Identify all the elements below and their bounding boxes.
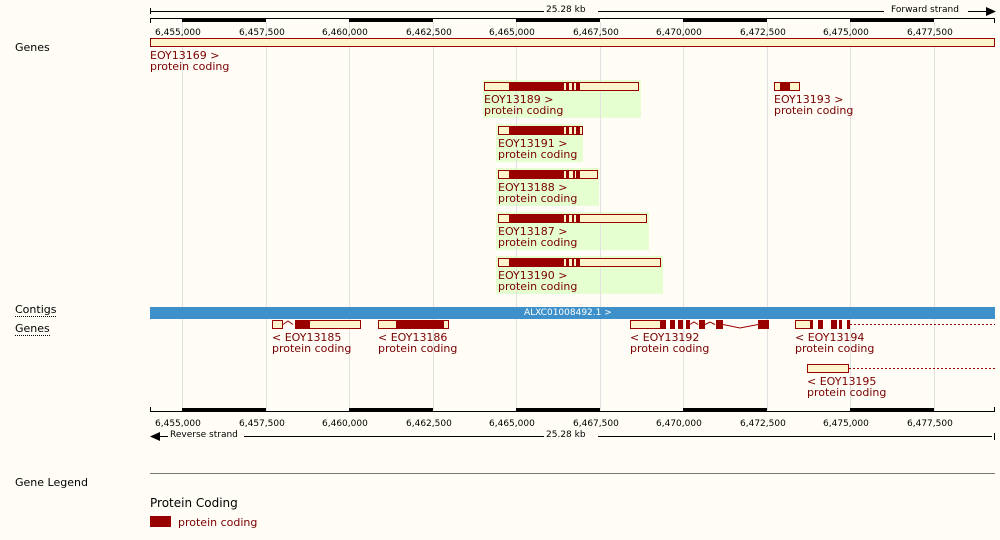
gene-eoy13188[interactable]: [498, 170, 598, 179]
tick-label: 6,465,000: [489, 28, 535, 38]
tick-label: 6,475,000: [823, 419, 869, 429]
gene-label-eoy13185[interactable]: < EOY13185 protein coding: [272, 332, 351, 354]
forward-arrow-icon: [986, 7, 996, 16]
track-label-contigs[interactable]: Contigs: [15, 303, 57, 317]
legend-swatch: [150, 516, 171, 527]
gene-label-eoy13186[interactable]: < EOY13186 protein coding: [378, 332, 457, 354]
top-length-label: 25.28 kb: [546, 5, 586, 15]
gene-biotype: protein coding: [795, 342, 875, 355]
top-ruler: [150, 18, 995, 23]
gene-biotype: protein coding: [484, 104, 564, 117]
tick-label: 6,472,500: [740, 419, 786, 429]
contig-bar[interactable]: [150, 307, 995, 319]
tick-label: 6,457,500: [239, 419, 285, 429]
tick-label: 6,460,000: [322, 28, 368, 38]
tick-label: 6,467,500: [573, 28, 619, 38]
gene-biotype: protein coding: [630, 342, 710, 355]
tick-label: 6,457,500: [239, 28, 285, 38]
gene-eoy13189[interactable]: [484, 82, 639, 91]
gene-name: EOY13189 >: [484, 93, 554, 106]
gene-name: EOY13193 >: [774, 93, 844, 106]
track-label-gene-legend: Gene Legend: [15, 476, 88, 489]
gene-label-eoy13187[interactable]: EOY13187 > protein coding: [498, 226, 577, 248]
tick-label: 6,477,500: [907, 28, 953, 38]
gene-label-eoy13192[interactable]: < EOY13192 protein coding: [630, 332, 709, 354]
tick-label: 6,455,000: [155, 28, 201, 38]
gene-biotype: protein coding: [774, 104, 854, 117]
contig-label[interactable]: ALXC01008492.1 >: [524, 308, 612, 318]
gene-biotype: protein coding: [807, 386, 887, 399]
gene-name: < EOY13195: [807, 375, 877, 388]
gene-label-eoy13195[interactable]: < EOY13195 protein coding: [807, 376, 886, 398]
tick-label: 6,455,000: [155, 419, 201, 429]
tick-label: 6,472,500: [740, 28, 786, 38]
legend-item-label: protein coding: [178, 516, 258, 529]
gene-eoy13191[interactable]: [498, 126, 583, 135]
gene-name: < EOY13185: [272, 331, 342, 344]
tick-label: 6,462,500: [406, 28, 452, 38]
gene-label-eoy13190[interactable]: EOY13190 > protein coding: [498, 270, 577, 292]
gene-label-eoy13189[interactable]: EOY13189 > protein coding: [484, 94, 563, 116]
bottom-strand-line: [160, 433, 995, 440]
gene-eoy13190[interactable]: [498, 258, 661, 267]
gene-eoy13194[interactable]: [795, 320, 996, 329]
tick-label: 6,460,000: [322, 419, 368, 429]
gene-name: EOY13188 >: [498, 181, 568, 194]
gene-name: EOY13191 >: [498, 137, 568, 150]
gene-eoy13192[interactable]: [630, 320, 769, 329]
tick-label: 6,477,500: [907, 419, 953, 429]
gene-biotype: protein coding: [378, 342, 458, 355]
tick-label: 6,470,000: [656, 28, 702, 38]
gene-eoy13193[interactable]: [774, 82, 800, 91]
bottom-length-label: 25.28 kb: [546, 430, 586, 440]
tick-label: 6,475,000: [823, 28, 869, 38]
reverse-strand-label: Reverse strand: [170, 430, 238, 440]
forward-strand-label: Forward strand: [891, 5, 959, 15]
gene-biotype: protein coding: [498, 280, 578, 293]
gene-eoy13169[interactable]: [150, 38, 995, 47]
track-label-genes-forward[interactable]: Genes: [15, 41, 50, 54]
gene-label-eoy13191[interactable]: EOY13191 > protein coding: [498, 138, 577, 160]
gene-eoy13185[interactable]: [272, 320, 361, 329]
gene-name: EOY13169 >: [150, 49, 220, 62]
track-label-genes-reverse[interactable]: Genes: [15, 322, 50, 336]
gene-biotype: protein coding: [272, 342, 352, 355]
tick-label: 6,465,000: [489, 419, 535, 429]
gene-label-eoy13169[interactable]: EOY13169 > protein coding: [150, 50, 229, 72]
gene-name: < EOY13186: [378, 331, 448, 344]
gene-label-eoy13188[interactable]: EOY13188 > protein coding: [498, 182, 577, 204]
tick-label: 6,470,000: [656, 419, 702, 429]
gene-name: < EOY13192: [630, 331, 700, 344]
gene-name: EOY13187 >: [498, 225, 568, 238]
gene-biotype: protein coding: [150, 60, 230, 73]
tick-label: 6,467,500: [573, 419, 619, 429]
gene-biotype: protein coding: [498, 236, 578, 249]
gene-label-eoy13194[interactable]: < EOY13194 protein coding: [795, 332, 874, 354]
gene-eoy13186[interactable]: [378, 320, 449, 329]
gene-name: < EOY13194: [795, 331, 865, 344]
top-strand-line: [150, 8, 988, 14]
gene-biotype: protein coding: [498, 148, 578, 161]
gene-label-eoy13193[interactable]: EOY13193 > protein coding: [774, 94, 853, 116]
reverse-arrow-icon: [150, 432, 160, 441]
gene-biotype: protein coding: [498, 192, 578, 205]
tick-label: 6,462,500: [406, 419, 452, 429]
gene-eoy13187[interactable]: [498, 214, 647, 223]
gene-eoy13195[interactable]: [807, 364, 996, 373]
legend-heading: Protein Coding: [150, 496, 238, 510]
gene-name: EOY13190 >: [498, 269, 568, 282]
bottom-ruler: [150, 407, 995, 412]
